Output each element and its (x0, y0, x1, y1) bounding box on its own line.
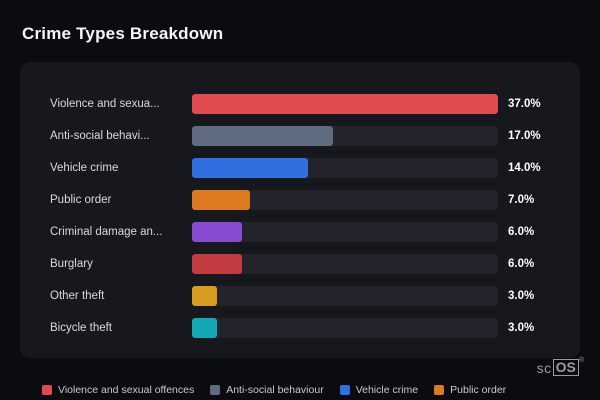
bar-track (192, 318, 498, 338)
bar-track (192, 126, 498, 146)
bar-track (192, 94, 498, 114)
chart-legend: Violence and sexual offences Anti-social … (42, 384, 506, 396)
value-label: 17.0% (508, 130, 541, 142)
value-label: 14.0% (508, 162, 541, 174)
category-label: Other theft (50, 290, 105, 302)
category-label: Burglary (50, 258, 93, 270)
bar-row: Criminal damage an... 6.0% (50, 216, 554, 248)
scos-logo-prefix: sc (536, 359, 552, 376)
bar-row: Burglary 6.0% (50, 248, 554, 280)
legend-item[interactable]: Public order (434, 384, 506, 396)
category-label: Bicycle theft (50, 322, 112, 334)
chart-card: Violence and sexua... 37.0% Anti-social be… (20, 62, 580, 358)
bar-row: Public order 7.0% (50, 184, 554, 216)
bar-row: Anti-social behavi... 17.0% (50, 120, 554, 152)
bar[interactable] (192, 94, 498, 114)
legend-swatch-icon (210, 385, 221, 395)
category-label: Violence and sexua... (50, 98, 160, 110)
bar-track (192, 254, 498, 274)
bar[interactable] (192, 318, 217, 338)
bar[interactable] (192, 254, 242, 274)
legend-item[interactable]: Violence and sexual offences (42, 384, 194, 396)
value-label: 3.0% (508, 322, 535, 334)
category-label: Vehicle crime (50, 162, 119, 174)
bar-chart: Violence and sexua... 37.0% Anti-social be… (20, 62, 580, 344)
scos-logo: sc OS ® (536, 357, 584, 377)
legend-swatch-icon (42, 385, 52, 395)
bar-track (192, 158, 498, 178)
bar[interactable] (192, 222, 242, 242)
registered-mark-icon: ® (578, 357, 584, 364)
legend-label: Violence and sexual offences (58, 384, 195, 396)
bar-track (192, 222, 498, 242)
bar[interactable] (192, 158, 308, 178)
bar-row: Violence and sexua... 37.0% (50, 88, 554, 120)
value-label: 6.0% (508, 226, 535, 238)
bar-track (192, 286, 498, 306)
legend-swatch-icon (339, 385, 350, 395)
value-label: 37.0% (508, 98, 541, 110)
legend-label: Vehicle crime (355, 384, 419, 396)
bar[interactable] (192, 190, 250, 210)
category-label: Anti-social behavi... (50, 130, 150, 142)
legend-label: Anti-social behaviour (226, 384, 324, 396)
bar-row: Bicycle theft 3.0% (50, 312, 554, 344)
legend-item[interactable]: Vehicle crime (339, 384, 419, 396)
category-label: Criminal damage an... (50, 226, 163, 238)
value-label: 6.0% (508, 258, 535, 270)
category-label: Public order (50, 194, 112, 206)
legend-item[interactable]: Anti-social behaviour (210, 384, 324, 396)
bar-track (192, 190, 498, 210)
bar[interactable] (192, 126, 333, 146)
value-label: 7.0% (508, 194, 535, 206)
bar[interactable] (192, 286, 217, 306)
scos-logo-box: OS (552, 359, 579, 377)
value-label: 3.0% (508, 290, 535, 302)
bar-row: Vehicle crime 14.0% (50, 152, 554, 184)
bar-row: Other theft 3.0% (50, 280, 554, 312)
legend-label: Public order (450, 384, 507, 396)
legend-swatch-icon (434, 385, 445, 395)
page-title: Crime Types Breakdown (22, 24, 224, 43)
